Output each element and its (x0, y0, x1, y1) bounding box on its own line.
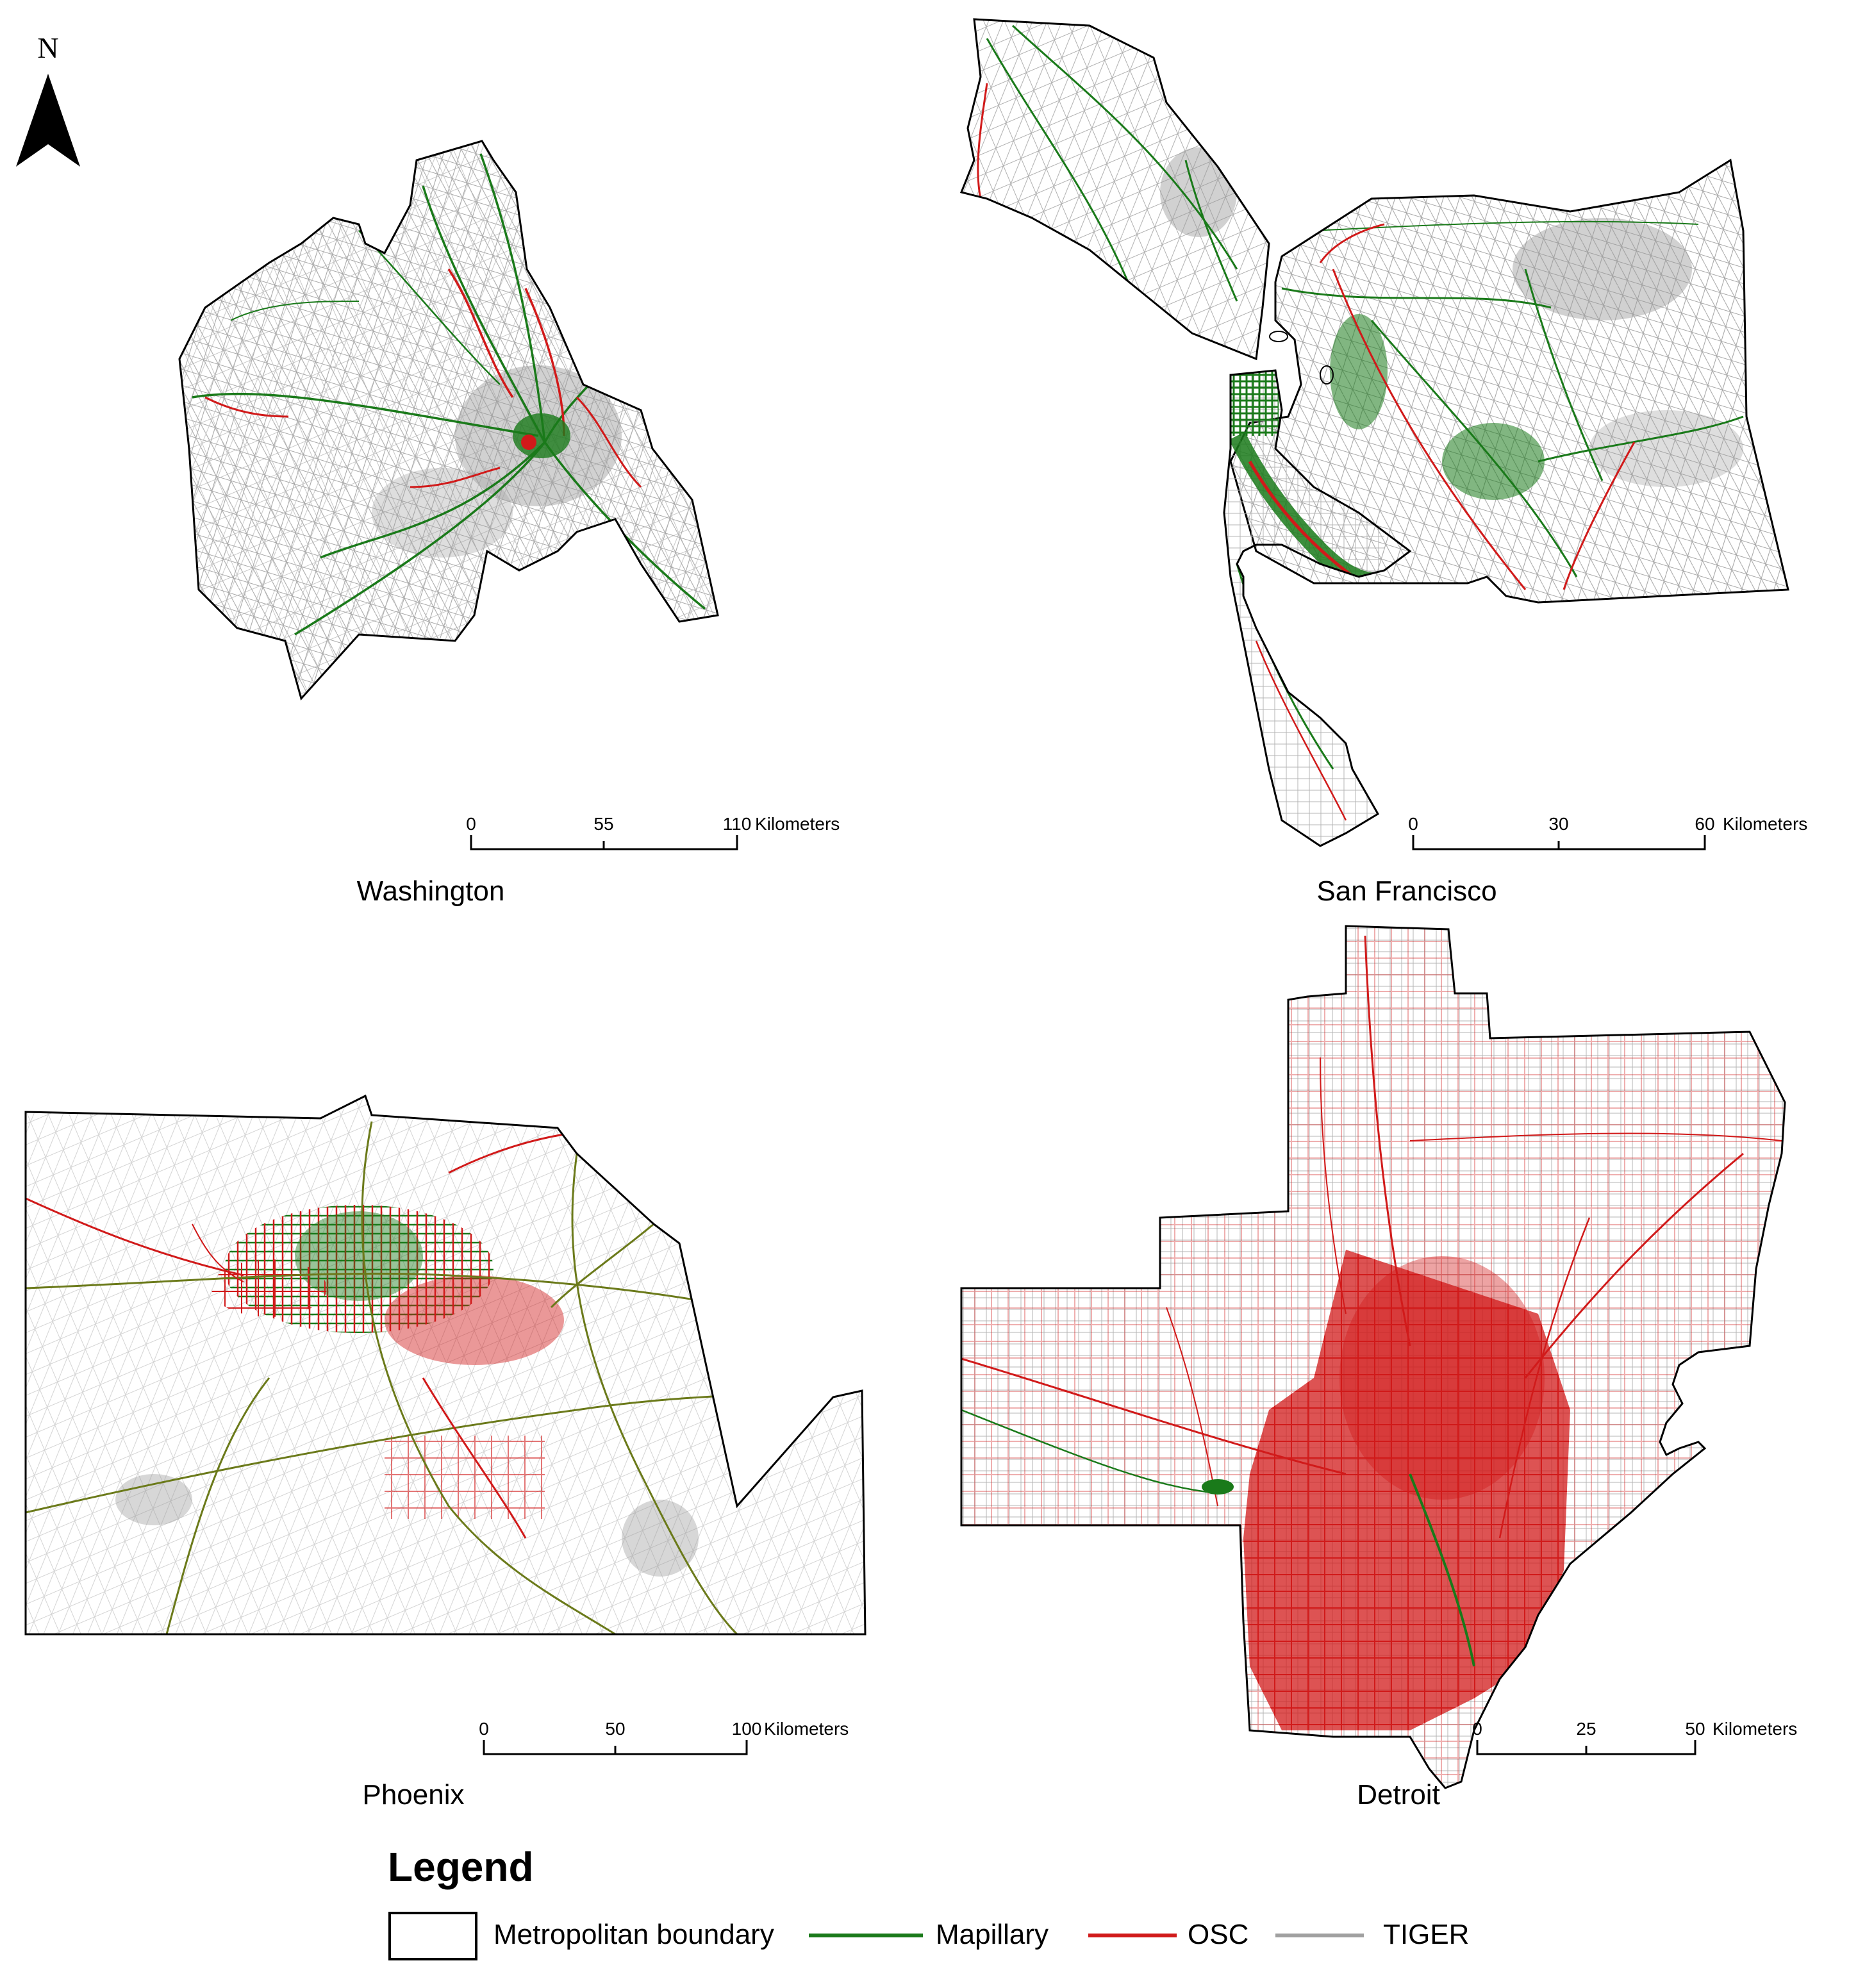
mapillary-route (192, 392, 539, 437)
metropolitan-boundary-detroit (960, 925, 1786, 1789)
phoenix-road-network (26, 1096, 865, 1634)
scale-tick: 0 (466, 814, 476, 834)
sf-north-road-network (961, 19, 1269, 359)
scale-tick: 50 (1685, 1719, 1705, 1739)
panel-title-san-francisco: San Francisco (1316, 875, 1497, 907)
scale-tick: 110 (723, 814, 752, 834)
osc-route (447, 269, 514, 398)
legend-label: Metropolitan boundary (493, 1919, 774, 1950)
scale-bar-detroit: 0 25 50 Kilometers (1472, 1719, 1797, 1755)
bay-islands (1269, 331, 1334, 385)
scale-tick: 0 (479, 1719, 489, 1739)
scale-tick: 100 (732, 1719, 762, 1739)
scale-bar-phoenix: 0 50 100 Kilometers (479, 1719, 849, 1755)
washington-road-network (179, 141, 718, 699)
scale-tick: 25 (1576, 1719, 1596, 1739)
metropolitan-boundary-phoenix (24, 1094, 866, 1636)
scale-tick: 60 (1695, 814, 1714, 834)
scale-unit: Kilometers (755, 814, 840, 834)
scale-bar-washington: 0 55 110 Kilometers (466, 814, 840, 850)
metropolitan-boundary-sf-peninsula (1223, 369, 1412, 847)
metropolitan-boundary-sf-north (959, 18, 1270, 361)
legend-label: Mapillary (936, 1919, 1049, 1950)
legend-swatch-boundary (388, 1912, 477, 1960)
detroit-road-network (961, 926, 1785, 1788)
scale-bar-san-francisco: 0 30 60 Kilometers (1408, 814, 1807, 850)
map-panel-washington: 0 55 110 Kilometers Washington (178, 140, 840, 907)
scale-tick: 50 (605, 1719, 625, 1739)
map-panel-phoenix: 0 50 100 Kilometers Phoenix (24, 1094, 866, 1810)
scale-tick: 55 (593, 814, 613, 834)
scale-tick: 0 (1408, 814, 1418, 834)
map-panel-detroit: 0 25 50 Kilometers Detroit (960, 925, 1797, 1810)
metropolitan-boundary-sf-east (1229, 158, 1789, 604)
scale-unit: Kilometers (1723, 814, 1807, 834)
scale-unit: Kilometers (764, 1719, 849, 1739)
scale-unit: Kilometers (1712, 1719, 1797, 1739)
legend-label: OSC (1188, 1919, 1248, 1950)
panel-title-washington: Washington (357, 875, 505, 907)
map-panel-san-francisco: 0 30 60 Kilometers San Francisco (959, 18, 1807, 907)
north-arrow: N (16, 31, 80, 167)
scale-tick: 0 (1472, 1719, 1482, 1739)
north-label: N (37, 31, 58, 64)
panel-title-phoenix: Phoenix (362, 1779, 464, 1810)
legend-label: TIGER (1383, 1919, 1469, 1950)
north-arrow-icon (16, 74, 48, 167)
panel-title-detroit: Detroit (1357, 1779, 1440, 1810)
legend-title: Legend (388, 1844, 534, 1890)
legend: Legend Metropolitan boundary Mapillary O… (388, 1844, 1469, 1960)
metropolitan-boundary-washington (178, 140, 719, 701)
scale-tick: 30 (1548, 814, 1568, 834)
